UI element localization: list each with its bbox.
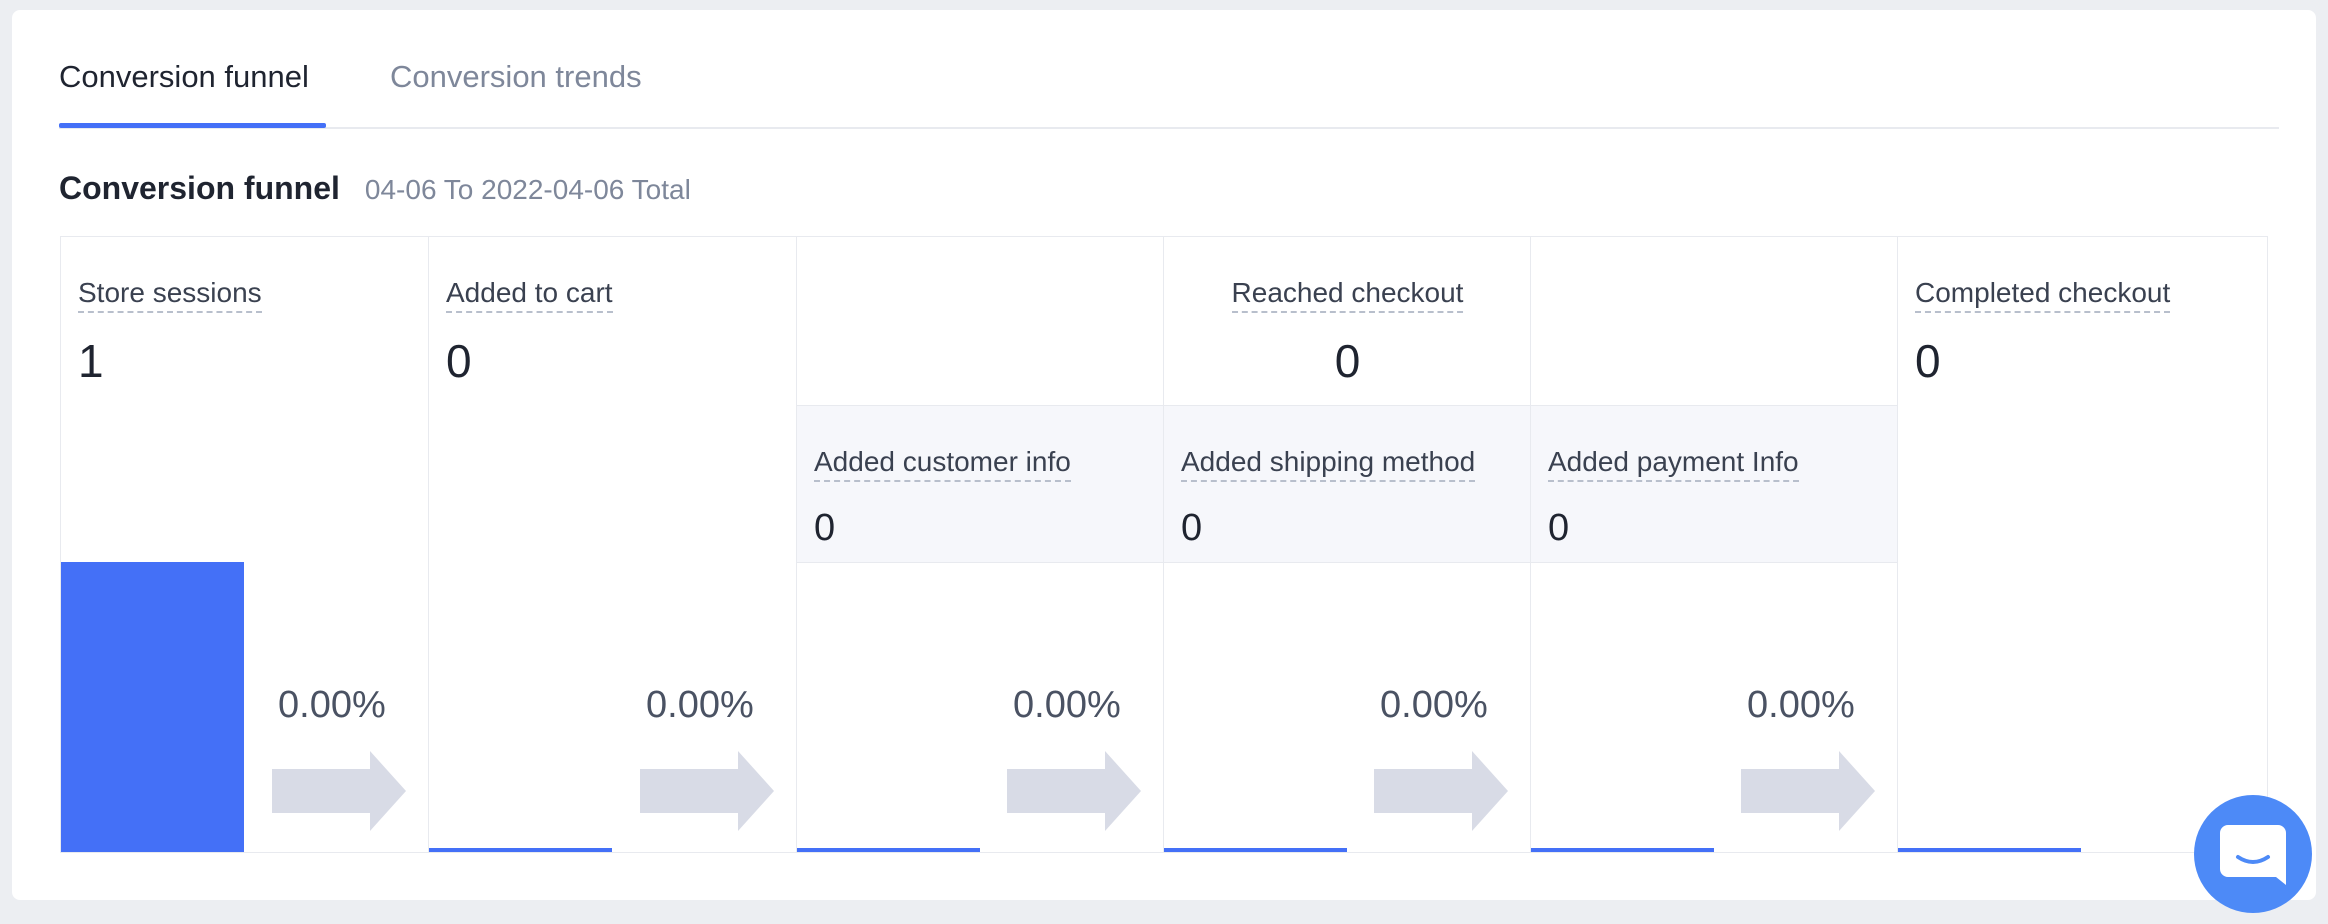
funnel-col-completed-checkout: Completed checkout 0 bbox=[1898, 237, 2267, 852]
shipping-method-value: 0 bbox=[1181, 507, 1203, 549]
shipping-method-rate: 0.00% bbox=[1380, 684, 1488, 726]
added-to-cart-label[interactable]: Added to cart bbox=[446, 275, 613, 313]
funnel-col-payment-info: Added payment Info 0 0.00% bbox=[1531, 237, 1898, 852]
payment-info-rate: 0.00% bbox=[1747, 684, 1855, 726]
store-sessions-label[interactable]: Store sessions bbox=[78, 275, 262, 313]
payment-info-bar bbox=[1531, 848, 1714, 852]
section-header: Conversion funnel 04-06 To 2022-04-06 To… bbox=[59, 170, 691, 210]
completed-checkout-value: 0 bbox=[1915, 335, 1941, 387]
customer-info-bar bbox=[797, 848, 980, 852]
tab-bar: Conversion funnel Conversion trends bbox=[59, 10, 2279, 129]
reached-checkout-label[interactable]: Reached checkout bbox=[1231, 275, 1464, 313]
payment-info-label[interactable]: Added payment Info bbox=[1548, 444, 1799, 482]
chat-bubble-icon bbox=[2220, 825, 2286, 885]
reached-checkout-header: Reached checkout 0 bbox=[797, 237, 1898, 405]
added-to-cart-bar bbox=[429, 848, 612, 852]
shipping-method-bar bbox=[1164, 848, 1347, 852]
right-arrow-icon bbox=[1741, 751, 1875, 831]
payment-info-value: 0 bbox=[1548, 507, 1570, 549]
customer-info-header: Added customer info 0 bbox=[797, 405, 1164, 563]
funnel-col-added-to-cart: Added to cart 0 0.00% bbox=[429, 237, 797, 852]
chat-launcher-button[interactable] bbox=[2194, 795, 2312, 913]
analytics-card: Conversion funnel Conversion trends Conv… bbox=[12, 10, 2316, 900]
customer-info-rate: 0.00% bbox=[1013, 684, 1121, 726]
completed-checkout-label[interactable]: Completed checkout bbox=[1915, 275, 2171, 313]
store-sessions-bar bbox=[61, 562, 244, 852]
date-range: 04-06 To 2022-04-06 Total bbox=[364, 174, 691, 205]
right-arrow-icon bbox=[1374, 751, 1508, 831]
store-sessions-value: 1 bbox=[78, 335, 104, 387]
customer-info-label[interactable]: Added customer info bbox=[814, 444, 1071, 482]
shipping-method-label[interactable]: Added shipping method bbox=[1181, 444, 1476, 482]
right-arrow-icon bbox=[640, 751, 774, 831]
added-to-cart-value: 0 bbox=[446, 335, 472, 387]
right-arrow-icon bbox=[272, 751, 406, 831]
conversion-funnel: Store sessions 1 0.00% Added to cart 0 0… bbox=[60, 236, 2268, 853]
customer-info-value: 0 bbox=[814, 507, 836, 549]
tab-conversion-trends[interactable]: Conversion trends bbox=[390, 59, 642, 94]
reached-checkout-value: 0 bbox=[1334, 335, 1361, 387]
funnel-col-customer-info: Added customer info 0 0.00% bbox=[797, 237, 1164, 852]
active-tab-indicator bbox=[59, 123, 326, 128]
funnel-col-shipping-method: Added shipping method 0 0.00% bbox=[1164, 237, 1531, 852]
right-arrow-icon bbox=[1007, 751, 1141, 831]
completed-checkout-bar bbox=[1898, 848, 2081, 852]
added-to-cart-rate: 0.00% bbox=[646, 684, 754, 726]
shipping-method-header: Added shipping method 0 bbox=[1164, 405, 1531, 563]
store-sessions-rate: 0.00% bbox=[278, 684, 386, 726]
section-title: Conversion funnel bbox=[59, 170, 340, 206]
payment-info-header: Added payment Info 0 bbox=[1531, 405, 1898, 563]
tab-conversion-funnel[interactable]: Conversion funnel bbox=[59, 59, 309, 94]
funnel-col-store-sessions: Store sessions 1 0.00% bbox=[61, 237, 429, 852]
